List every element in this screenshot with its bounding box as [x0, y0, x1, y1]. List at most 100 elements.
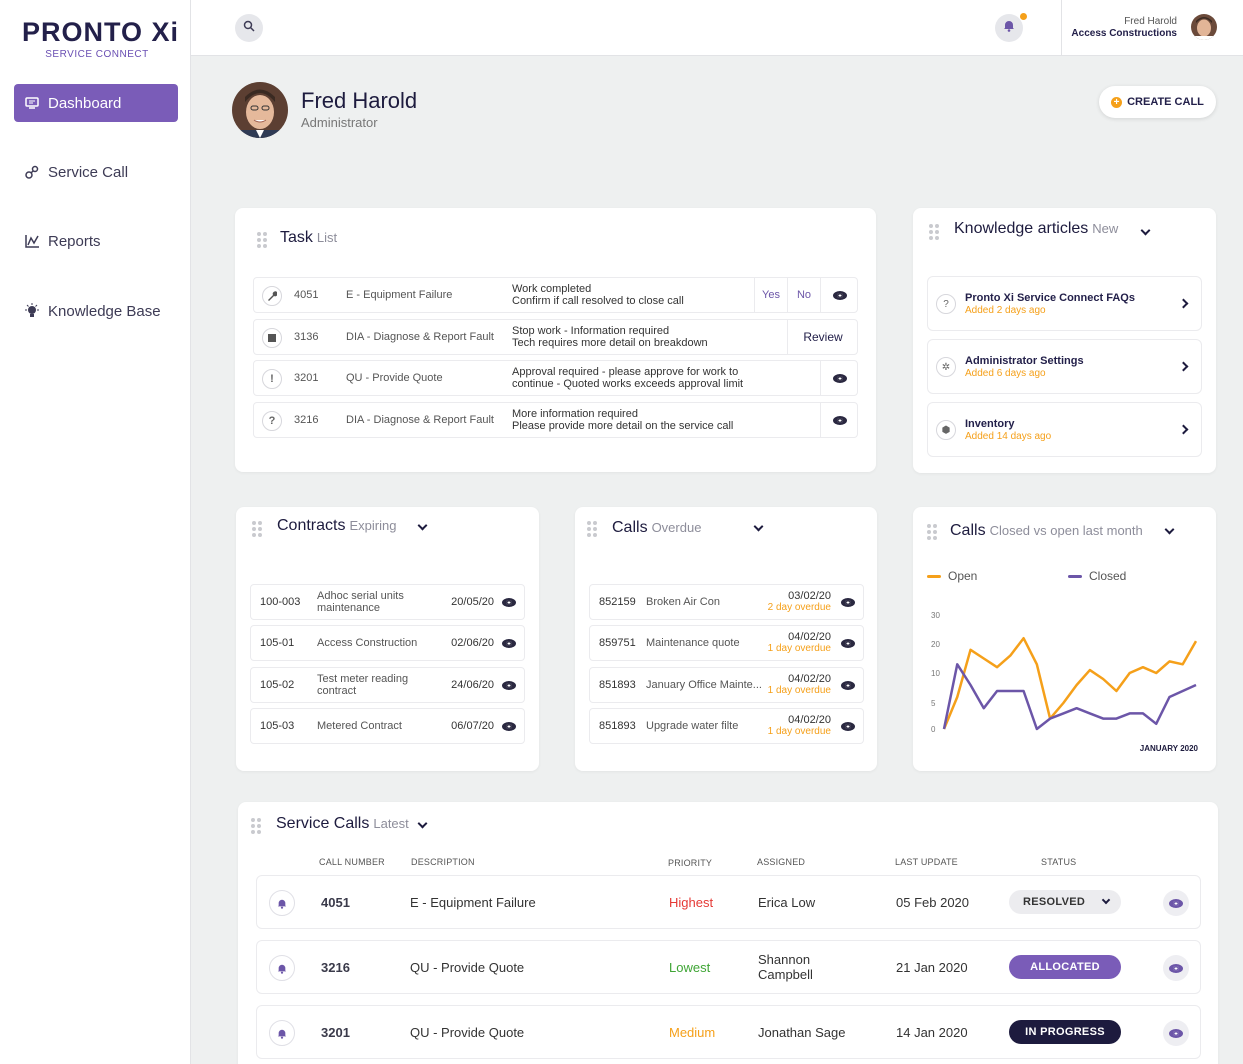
no-button[interactable]: No	[787, 278, 820, 312]
gear-icon: ✲	[936, 357, 956, 377]
contract-code: 105-01	[260, 637, 295, 649]
view-button[interactable]	[820, 403, 858, 437]
eye-icon[interactable]	[502, 722, 516, 731]
chevron-down-icon[interactable]	[417, 520, 428, 531]
table-row[interactable]: 4051 E - Equipment Failure Highest Erica…	[256, 875, 1201, 929]
table-row[interactable]: 3216 QU - Provide Quote Lowest Shannon Ca…	[256, 940, 1201, 994]
user-menu[interactable]: Fred Harold Access Constructions	[1071, 16, 1177, 40]
yes-button[interactable]: Yes	[754, 278, 787, 312]
contract-row[interactable]: 100-003 Adhoc serial units maintenance 2…	[250, 584, 525, 620]
x-axis-label: JANUARY 2020	[1140, 744, 1199, 753]
task-row[interactable]: 3136 DIA - Diagnose & Report Fault Stop …	[253, 319, 858, 355]
bell-icon	[1003, 19, 1015, 37]
contract-desc: Adhoc serial units maintenance	[317, 590, 404, 614]
overdue-call-row[interactable]: 859751 Maintenance quote 04/02/20 1 day o…	[589, 625, 864, 661]
column-header[interactable]: STATUS	[1041, 857, 1077, 867]
contract-code: 105-03	[260, 720, 295, 732]
sidebar-item-dashboard[interactable]: Dashboard	[14, 84, 178, 122]
overdue-call-row[interactable]: 851893 January Office Mainte... 04/02/20…	[589, 667, 864, 703]
last-update: 14 Jan 2020	[896, 1025, 968, 1040]
contract-row[interactable]: 105-01 Access Construction 02/06/20	[250, 625, 525, 661]
notifications-button[interactable]	[995, 13, 1027, 42]
contract-row[interactable]: 105-02 Test meter reading contract 24/06…	[250, 667, 525, 703]
priority: Lowest	[669, 960, 711, 975]
profile-name: Fred Harold	[301, 88, 418, 113]
contract-date: 02/06/20	[451, 637, 494, 649]
gears-icon	[22, 164, 42, 180]
drag-handle-icon[interactable]	[587, 521, 597, 537]
sidebar-item-service-call[interactable]: Service Call	[14, 153, 178, 191]
chevron-down-icon[interactable]	[417, 818, 428, 829]
column-header[interactable]: DESCRIPTION	[411, 857, 475, 867]
status-badge[interactable]: IN PROGRESS	[1009, 1020, 1121, 1044]
task-type: E - Equipment Failure	[346, 289, 453, 301]
sidebar-item-reports[interactable]: Reports	[14, 222, 178, 260]
column-header[interactable]: LAST UPDATE	[895, 857, 958, 867]
search-button[interactable]	[235, 14, 263, 42]
eye-icon[interactable]	[841, 681, 855, 690]
call-desc: Maintenance quote	[646, 637, 740, 649]
task-type: DIA - Diagnose & Report Fault	[346, 414, 494, 426]
call-number: 852159	[599, 596, 636, 608]
create-call-button[interactable]: + CREATE CALL	[1099, 86, 1216, 118]
eye-icon[interactable]	[502, 639, 516, 648]
assigned: Shannon Campbell	[758, 952, 813, 982]
table-row[interactable]: 3201 QU - Provide Quote Medium Jonathan …	[256, 1005, 1201, 1059]
view-button[interactable]	[820, 278, 858, 312]
view-button[interactable]	[1163, 955, 1189, 981]
drag-handle-icon[interactable]	[251, 818, 261, 834]
user-name: Fred Harold	[1124, 16, 1177, 27]
sidebar-item-knowledge-base[interactable]: Knowledge Base	[14, 292, 178, 330]
task-message: Stop work - Information required Tech req…	[512, 325, 708, 349]
contract-code: 105-02	[260, 679, 295, 691]
contracts-card: Contracts Expiring 100-003 Adhoc serial u…	[236, 507, 539, 771]
profile-avatar	[232, 82, 288, 138]
eye-icon[interactable]	[841, 639, 855, 648]
column-header[interactable]: PRIORITY	[668, 858, 713, 868]
call-desc: January Office Mainte...	[646, 679, 762, 691]
eye-icon	[832, 373, 847, 383]
y-tick-label: 20	[931, 640, 940, 649]
eye-icon[interactable]	[502, 598, 516, 607]
task-row[interactable]: ! 3201 QU - Provide Quote Approval requi…	[253, 360, 858, 396]
eye-icon[interactable]	[502, 681, 516, 690]
lightbulb-icon	[22, 303, 42, 319]
overdue-call-row[interactable]: 852159 Broken Air Con 03/02/20 2 day over…	[589, 584, 864, 620]
drag-handle-icon[interactable]	[257, 232, 267, 248]
contract-row[interactable]: 105-03 Metered Contract 06/07/20	[250, 708, 525, 744]
task-row[interactable]: ? 3216 DIA - Diagnose & Report Fault Mor…	[253, 402, 858, 438]
overdue-call-row[interactable]: 851893 Upgrade water filte 04/02/20 1 day…	[589, 708, 864, 744]
view-button[interactable]	[1163, 890, 1189, 916]
task-number: 3216	[294, 414, 319, 426]
column-header[interactable]: CALL NUMBER	[319, 857, 385, 867]
profile-role: Administrator	[301, 115, 378, 130]
status-select[interactable]: RESOLVED	[1009, 890, 1121, 914]
chevron-down-icon[interactable]	[753, 521, 764, 532]
task-row[interactable]: 4051 E - Equipment Failure Work complete…	[253, 277, 858, 313]
eye-icon[interactable]	[841, 598, 855, 607]
drag-handle-icon[interactable]	[929, 224, 939, 240]
logo[interactable]: PRONTO Xi SERVICE CONNECT	[22, 16, 178, 60]
wrench-icon	[262, 286, 282, 306]
avatar[interactable]	[1191, 14, 1217, 40]
y-tick-label: 0	[931, 725, 936, 734]
monitor-icon	[22, 97, 42, 109]
article-item[interactable]: ? Pronto Xi Service Connect FAQs Added 2…	[927, 276, 1202, 331]
call-due: 04/02/20 1 day overdue	[767, 673, 831, 696]
column-header[interactable]: ASSIGNED	[757, 857, 806, 867]
review-button[interactable]: Review	[787, 320, 858, 354]
eye-icon[interactable]	[841, 722, 855, 731]
drag-handle-icon[interactable]	[927, 524, 937, 540]
eye-icon	[1169, 898, 1183, 908]
drag-handle-icon[interactable]	[252, 521, 262, 537]
divider	[1061, 0, 1062, 56]
alert-icon: !	[262, 369, 282, 389]
series-line-closed	[942, 663, 1197, 731]
status-badge[interactable]: ALLOCATED	[1009, 955, 1121, 979]
article-item[interactable]: ✲ Administrator Settings Added 6 days ag…	[927, 339, 1202, 394]
view-button[interactable]	[820, 361, 858, 395]
view-button[interactable]	[1163, 1020, 1189, 1046]
chevron-down-icon[interactable]	[1140, 225, 1151, 236]
card-title: Calls Closed vs open last month	[950, 522, 1143, 539]
article-item[interactable]: ⬢ Inventory Added 14 days ago	[927, 402, 1202, 457]
